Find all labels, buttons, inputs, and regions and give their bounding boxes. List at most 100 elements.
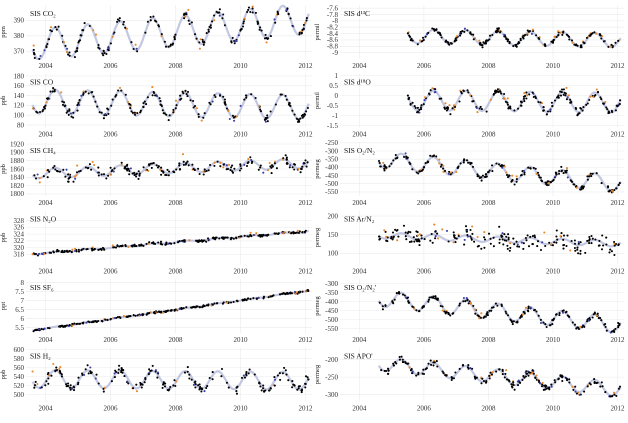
y-tick-label: 500 xyxy=(14,391,25,399)
data-point xyxy=(379,165,382,168)
data-point xyxy=(515,180,518,183)
data-point xyxy=(523,34,526,37)
data-point xyxy=(560,88,564,91)
data-point xyxy=(423,96,427,99)
data-point xyxy=(476,235,479,239)
data-point xyxy=(418,240,421,243)
data-point xyxy=(478,39,481,42)
data-point xyxy=(507,379,510,382)
data-point xyxy=(135,390,138,393)
data-point xyxy=(408,240,411,244)
data-point xyxy=(175,380,178,383)
data-point xyxy=(68,386,72,389)
data-point xyxy=(184,89,187,92)
y-tick-label: -8 xyxy=(332,17,338,25)
data-point xyxy=(483,246,486,249)
data-point xyxy=(56,169,59,173)
data-point xyxy=(248,368,251,371)
data-point xyxy=(182,160,185,163)
data-point xyxy=(206,385,209,388)
data-point xyxy=(60,324,64,327)
data-point xyxy=(536,240,540,243)
data-point xyxy=(382,161,385,164)
y-tick-label: -1 xyxy=(332,112,338,120)
data-point xyxy=(527,374,530,377)
data-point xyxy=(39,54,42,58)
data-point xyxy=(198,47,201,50)
data-point xyxy=(480,382,483,385)
data-point xyxy=(435,360,438,363)
data-point xyxy=(586,320,589,323)
data-point xyxy=(231,164,234,167)
data-point xyxy=(490,309,493,312)
data-point xyxy=(235,392,238,395)
data-point xyxy=(470,162,473,165)
data-point xyxy=(436,365,439,368)
data-point xyxy=(444,374,447,377)
x-tick-label: 2010 xyxy=(546,131,561,139)
data-point xyxy=(523,312,526,315)
data-point xyxy=(471,225,474,228)
data-point xyxy=(211,20,214,23)
data-point xyxy=(129,107,132,110)
data-point xyxy=(588,175,591,178)
y-tick-label: 7 xyxy=(21,297,25,305)
data-point xyxy=(100,111,103,114)
x-tick-label: 2012 xyxy=(299,199,314,207)
x-tick-label: 2006 xyxy=(417,268,432,276)
data-point xyxy=(526,32,529,35)
data-point xyxy=(513,183,516,186)
data-point xyxy=(551,105,554,108)
data-point xyxy=(415,240,419,243)
data-point xyxy=(258,381,261,384)
data-point xyxy=(542,388,545,391)
data-point xyxy=(530,32,533,35)
data-point xyxy=(431,87,434,90)
data-point xyxy=(193,381,196,384)
data-point xyxy=(463,27,466,30)
data-point xyxy=(152,15,155,18)
data-point xyxy=(579,249,582,252)
data-point xyxy=(581,326,584,329)
data-point xyxy=(586,178,589,181)
data-point xyxy=(67,173,70,176)
data-point xyxy=(548,182,551,185)
data-point xyxy=(559,31,562,34)
data-point xyxy=(118,364,121,367)
data-point xyxy=(116,18,119,21)
data-point xyxy=(573,323,577,326)
data-point xyxy=(182,163,185,166)
data-point xyxy=(441,309,444,312)
data-point xyxy=(207,28,210,31)
data-point xyxy=(458,304,461,307)
data-point xyxy=(201,40,204,43)
data-point xyxy=(224,103,227,106)
data-point xyxy=(172,111,175,114)
data-point xyxy=(501,166,504,169)
panel-title: SIS d¹⁸O xyxy=(344,78,371,87)
data-point xyxy=(549,110,552,113)
data-point xyxy=(48,170,51,173)
data-point xyxy=(178,168,182,171)
data-point xyxy=(565,98,568,101)
data-point xyxy=(94,100,97,103)
data-point xyxy=(33,174,36,177)
y-tick-label: 1820 xyxy=(10,182,25,190)
data-point xyxy=(562,309,565,312)
data-point xyxy=(77,40,81,43)
data-point xyxy=(228,117,231,121)
data-point xyxy=(257,296,260,299)
data-point xyxy=(175,104,178,107)
data-point xyxy=(572,183,575,186)
data-point xyxy=(562,234,566,237)
data-point xyxy=(43,327,46,330)
data-point xyxy=(529,167,532,170)
data-point xyxy=(449,113,452,116)
data-point xyxy=(471,367,474,370)
data-point xyxy=(179,94,182,97)
data-point xyxy=(523,173,526,176)
data-point xyxy=(472,33,475,36)
data-point xyxy=(250,158,253,162)
data-point xyxy=(42,108,45,111)
